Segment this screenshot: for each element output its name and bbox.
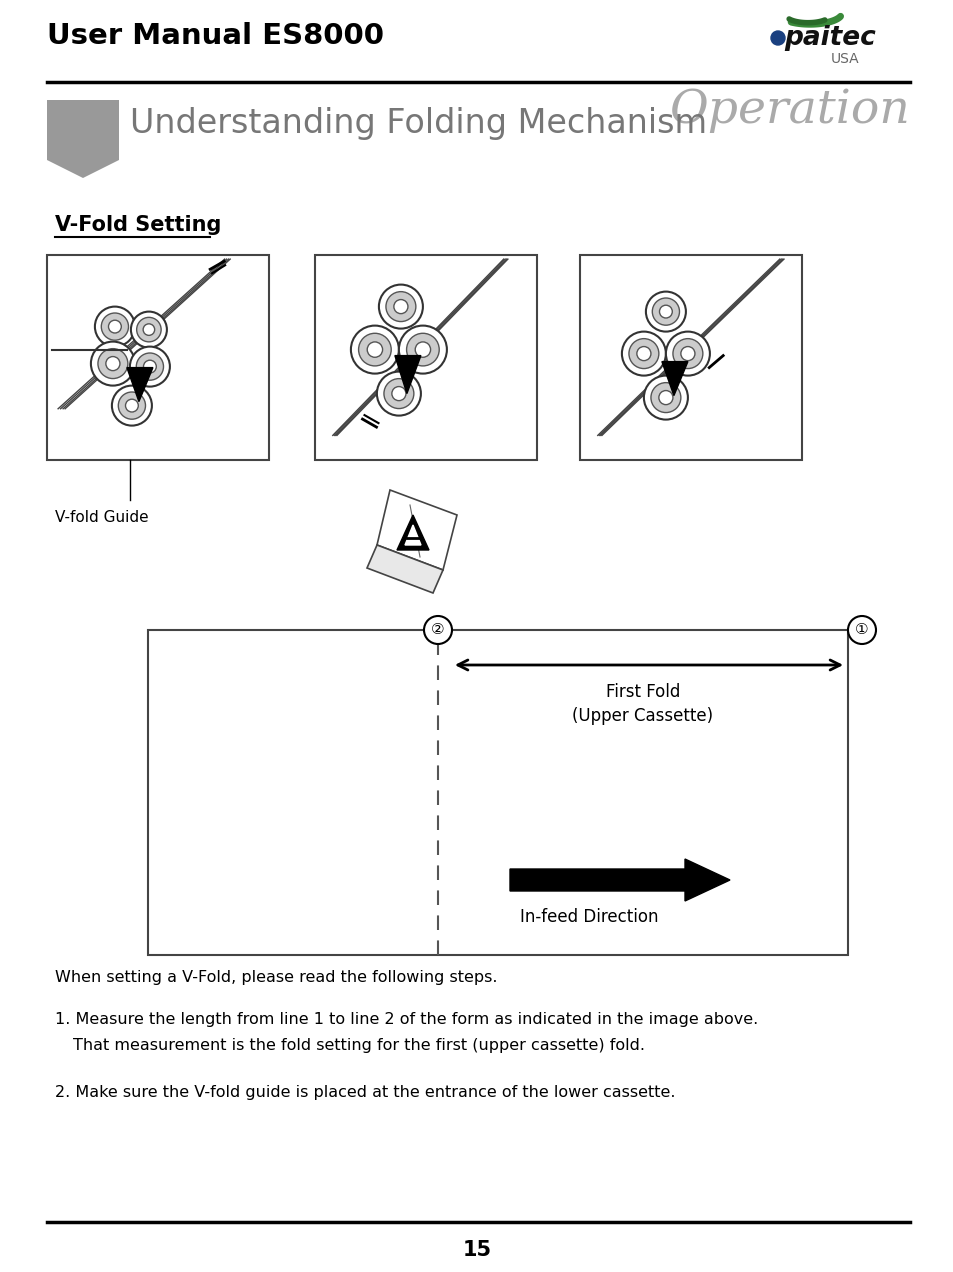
Circle shape: [143, 360, 156, 373]
FancyArrow shape: [510, 859, 729, 901]
Circle shape: [628, 338, 659, 369]
Circle shape: [643, 375, 687, 420]
Bar: [47, 100, 119, 160]
Bar: [579, 254, 801, 460]
Polygon shape: [661, 361, 687, 396]
Polygon shape: [396, 515, 429, 550]
Circle shape: [94, 307, 134, 346]
Circle shape: [112, 385, 152, 426]
Polygon shape: [405, 525, 420, 544]
Circle shape: [386, 291, 416, 322]
Circle shape: [383, 379, 414, 408]
Circle shape: [358, 333, 391, 366]
Circle shape: [398, 326, 446, 374]
Circle shape: [130, 346, 170, 387]
Polygon shape: [47, 160, 119, 178]
Text: In-feed Direction: In-feed Direction: [519, 908, 658, 926]
Circle shape: [98, 349, 128, 379]
Circle shape: [376, 371, 420, 416]
Circle shape: [143, 324, 154, 336]
Text: Understanding Folding Mechanism: Understanding Folding Mechanism: [130, 107, 706, 140]
Circle shape: [394, 300, 408, 314]
Circle shape: [847, 616, 875, 644]
Text: Operation: Operation: [669, 88, 909, 134]
Circle shape: [106, 356, 120, 370]
Circle shape: [680, 346, 694, 361]
Text: paitec: paitec: [783, 25, 875, 51]
Circle shape: [659, 305, 672, 318]
Circle shape: [109, 321, 121, 333]
Bar: [314, 254, 537, 460]
Text: USA: USA: [830, 52, 859, 66]
Circle shape: [136, 354, 163, 380]
Text: 1. Measure the length from line 1 to line 2 of the form as indicated in the imag: 1. Measure the length from line 1 to lin…: [55, 1013, 758, 1027]
Circle shape: [131, 312, 167, 347]
Text: 15: 15: [462, 1240, 491, 1261]
Text: When setting a V-Fold, please read the following steps.: When setting a V-Fold, please read the f…: [55, 971, 497, 985]
Circle shape: [91, 342, 134, 385]
Circle shape: [650, 383, 680, 412]
Text: User Manual ES8000: User Manual ES8000: [47, 22, 384, 50]
Text: ②: ②: [431, 622, 444, 637]
Circle shape: [101, 313, 129, 340]
Bar: [47, 254, 269, 460]
Circle shape: [770, 31, 784, 45]
Circle shape: [126, 399, 138, 412]
Circle shape: [423, 616, 452, 644]
Polygon shape: [376, 490, 456, 570]
Text: 2. Make sure the V-fold guide is placed at the entrance of the lower cassette.: 2. Make sure the V-fold guide is placed …: [55, 1085, 675, 1100]
Text: That measurement is the fold setting for the first (upper cassette) fold.: That measurement is the fold setting for…: [73, 1038, 644, 1053]
Circle shape: [645, 291, 685, 332]
Text: V-fold Guide: V-fold Guide: [55, 510, 149, 525]
Circle shape: [621, 332, 665, 375]
Text: V-Fold Setting: V-Fold Setting: [55, 215, 221, 235]
Circle shape: [637, 346, 650, 361]
Bar: [148, 630, 847, 955]
Polygon shape: [367, 544, 442, 593]
Text: ①: ①: [854, 622, 868, 637]
Circle shape: [659, 391, 672, 404]
Circle shape: [392, 387, 406, 401]
Circle shape: [406, 333, 438, 366]
Circle shape: [118, 392, 146, 420]
Circle shape: [652, 298, 679, 326]
Circle shape: [136, 317, 161, 342]
Text: First Fold
(Upper Cassette): First Fold (Upper Cassette): [572, 683, 713, 725]
Circle shape: [672, 338, 702, 369]
Circle shape: [351, 326, 398, 374]
Polygon shape: [127, 368, 152, 402]
Circle shape: [415, 342, 430, 357]
Circle shape: [367, 342, 382, 357]
Circle shape: [665, 332, 709, 375]
Circle shape: [378, 285, 422, 328]
Polygon shape: [395, 356, 420, 393]
